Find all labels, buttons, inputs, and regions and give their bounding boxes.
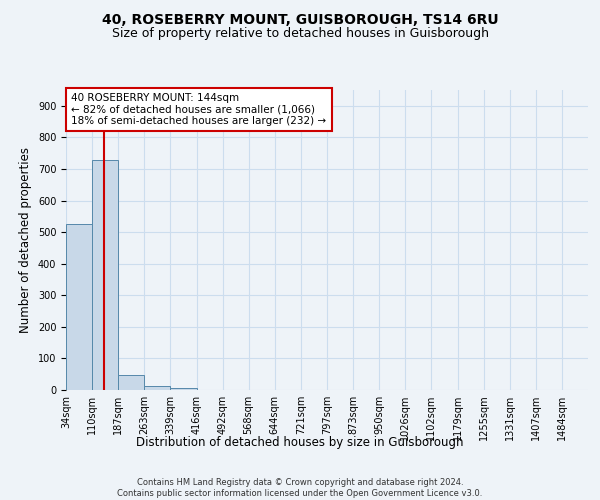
Bar bbox=[145, 386, 170, 390]
Text: Contains HM Land Registry data © Crown copyright and database right 2024.
Contai: Contains HM Land Registry data © Crown c… bbox=[118, 478, 482, 498]
Bar bbox=[118, 376, 145, 390]
Bar bbox=[92, 160, 118, 390]
Y-axis label: Number of detached properties: Number of detached properties bbox=[19, 147, 32, 333]
Text: 40, ROSEBERRY MOUNT, GUISBOROUGH, TS14 6RU: 40, ROSEBERRY MOUNT, GUISBOROUGH, TS14 6… bbox=[101, 12, 499, 26]
Bar bbox=[170, 388, 197, 390]
Text: 40 ROSEBERRY MOUNT: 144sqm
← 82% of detached houses are smaller (1,066)
18% of s: 40 ROSEBERRY MOUNT: 144sqm ← 82% of deta… bbox=[71, 93, 326, 126]
Text: Distribution of detached houses by size in Guisborough: Distribution of detached houses by size … bbox=[136, 436, 464, 449]
Bar bbox=[66, 224, 92, 390]
Text: Size of property relative to detached houses in Guisborough: Size of property relative to detached ho… bbox=[112, 28, 488, 40]
